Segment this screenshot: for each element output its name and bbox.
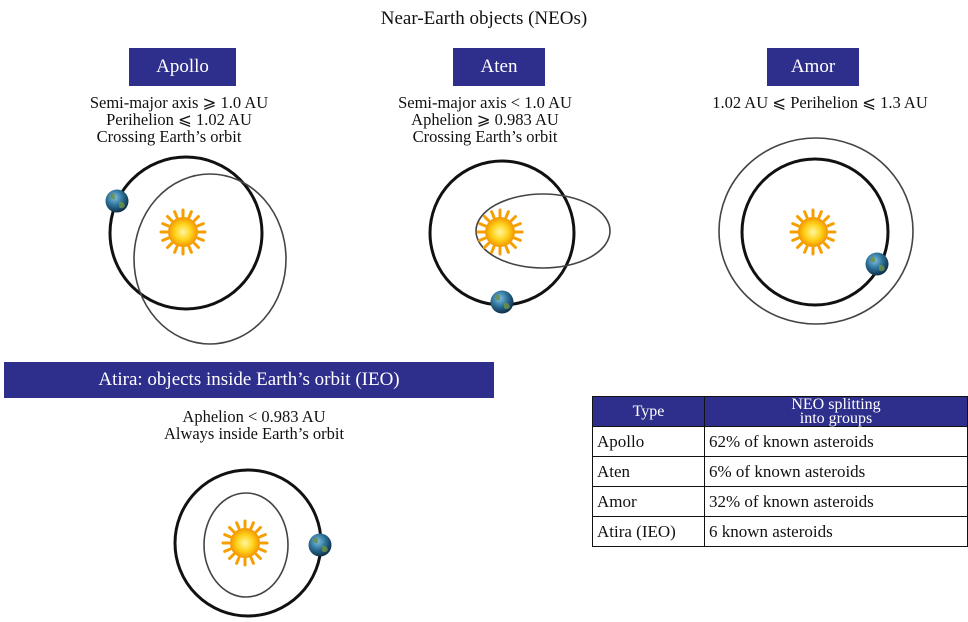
table-cell-type: Aten [592,456,705,487]
apollo-header: Apollo [129,48,236,86]
aten-criterion-1: Semi-major axis < 1.0 AU [398,93,572,112]
apollo-earth-orbit [108,155,264,311]
apollo-criterion-3: Crossing Earth’s orbit [96,127,242,146]
apollo-description: Semi-major axis ⩾ 1.0 AU Perihelion ⩽ 1.… [64,94,294,145]
sun-icon [789,208,837,256]
table-row: Aten 6% of known asteroids [592,456,968,487]
atira-description: Aphelion < 0.983 AU Always inside Earth’… [118,408,390,442]
table-header-type: Type [592,396,705,427]
aten-criterion-2: Aphelion ⩾ 0.983 AU [411,110,559,129]
apollo-asteroid-orbit [133,173,287,345]
table-cell-share: 62% of known asteroids [704,426,968,457]
atira-orbit-diagram [173,468,332,618]
table-cell-type: Apollo [592,426,705,457]
atira-criterion-1: Aphelion < 0.983 AU [182,407,326,426]
amor-orbit-diagram [718,137,914,325]
atira-asteroid-orbit [203,492,289,598]
table-header-split-line-1: NEO splitting [791,395,881,413]
neo-groups-table: Type NEO splitting into groups Apollo 62… [592,396,968,547]
earth-icon [490,290,514,314]
earth-icon [865,252,889,276]
table-row: Amor 32% of known asteroids [592,486,968,517]
table-cell-share: 6% of known asteroids [704,456,968,487]
sun-icon [476,208,524,256]
table-header-split-line-2: into groups [799,409,873,427]
sun-icon [159,208,207,256]
sun-icon [221,519,269,567]
apollo-criterion-2: Perihelion ⩽ 1.02 AU [106,110,252,129]
table-cell-type: Atira (IEO) [592,516,705,547]
amor-earth-orbit [740,157,890,307]
earth-icon [105,189,129,213]
aten-criterion-3: Crossing Earth’s orbit [412,127,558,146]
table-row: Apollo 62% of known asteroids [592,426,968,457]
aten-asteroid-orbit [475,193,611,269]
aten-header: Aten [453,48,545,86]
earth-icon [308,533,332,557]
table-header-split: NEO splitting into groups [704,395,968,427]
table-cell-share: 32% of known asteroids [704,486,968,517]
apollo-orbit-diagram [105,155,287,345]
table-row: Atira (IEO) 6 known asteroids [592,516,968,547]
amor-description: 1.02 AU ⩽ Perihelion ⩽ 1.3 AU [678,94,962,111]
table-cell-type: Amor [592,486,705,517]
table-header-row: Type NEO splitting into groups [592,395,968,427]
apollo-criterion-1: Semi-major axis ⩾ 1.0 AU [89,93,269,112]
aten-orbit-diagram [428,159,611,314]
aten-description: Semi-major axis < 1.0 AU Aphelion ⩾ 0.98… [372,94,598,145]
amor-header: Amor [767,48,859,86]
table-cell-share: 6 known asteroids [704,516,968,547]
atira-criterion-2: Always inside Earth’s orbit [163,424,345,443]
diagram-title: Near-Earth objects (NEOs) [380,8,588,29]
atira-header: Atira: objects inside Earth’s orbit (IEO… [4,362,494,398]
amor-asteroid-orbit [718,137,914,325]
amor-criterion-1: 1.02 AU ⩽ Perihelion ⩽ 1.3 AU [712,93,928,112]
